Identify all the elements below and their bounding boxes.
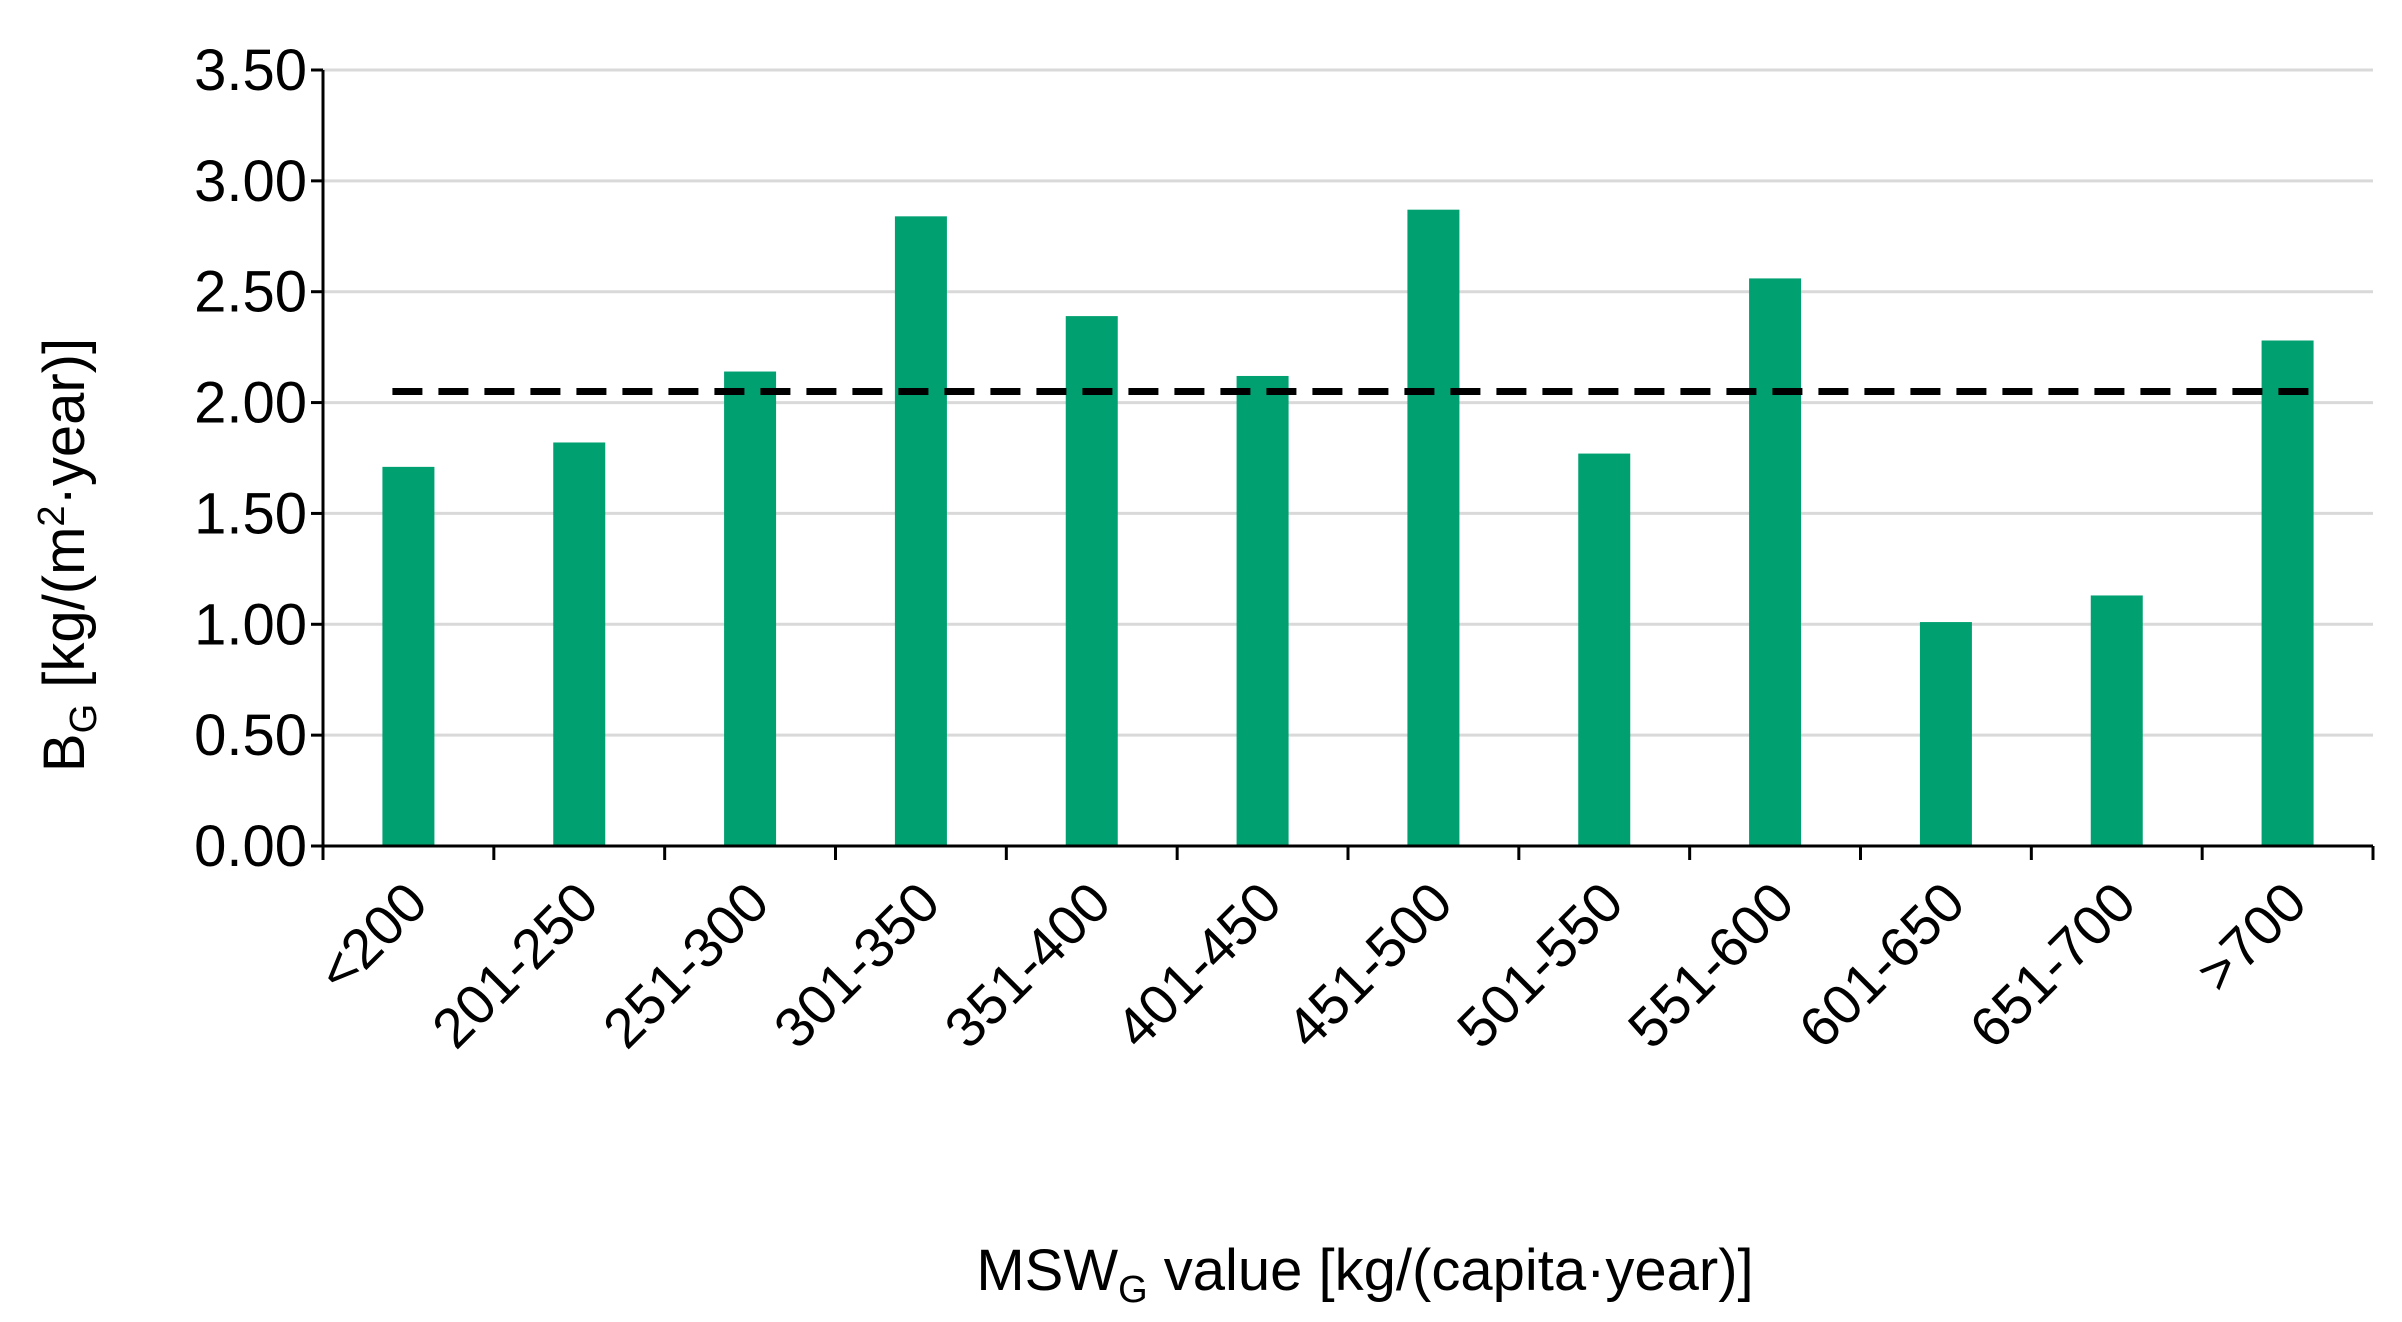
- x-axis-label-rest: value [kg/(capita·year)]: [1148, 1238, 1754, 1303]
- x-tick-label: 601-650: [1787, 870, 1977, 1060]
- x-tick-label: 201-250: [420, 870, 610, 1060]
- bar: [724, 371, 777, 846]
- y-tick-label: 3.00: [194, 149, 307, 214]
- bar: [894, 216, 947, 846]
- gridlines: [323, 68, 2373, 737]
- y-axis-label: BG [kg/(m2·year)]: [31, 338, 105, 772]
- bar: [1236, 375, 1289, 846]
- x-tick-label: 351-400: [932, 870, 1122, 1060]
- x-axis-label-sub: G: [1118, 1269, 1148, 1311]
- y-tick-label: 3.50: [194, 38, 307, 103]
- bar: [553, 442, 606, 846]
- x-axis-label: MSWG value [kg/(capita·year)]: [976, 1238, 1753, 1311]
- bar: [1065, 316, 1118, 846]
- y-axis-label-mid: [kg/(m: [32, 527, 97, 704]
- bar: [1407, 209, 1460, 846]
- x-tick-labels: <200201-250251-300301-350351-400401-4504…: [305, 870, 2318, 1060]
- x-tick-label: >700: [2184, 870, 2318, 1004]
- axes: [311, 68, 2375, 860]
- x-tick-label: 301-350: [762, 870, 952, 1060]
- x-tick-label: 401-450: [1103, 870, 1293, 1060]
- y-axis-label-sup: 2: [31, 505, 73, 526]
- x-tick-label: 551-600: [1616, 870, 1806, 1060]
- bar: [382, 466, 435, 846]
- y-axis-label-main: B: [32, 733, 97, 772]
- bar: [1578, 453, 1631, 846]
- y-tick-label: 1.00: [194, 592, 307, 657]
- bar: [2261, 340, 2314, 846]
- x-tick-label: <200: [305, 870, 439, 1004]
- x-tick-label: 251-300: [591, 870, 781, 1060]
- x-axis-label-main: MSW: [976, 1238, 1118, 1303]
- y-tick-label: 0.50: [194, 703, 307, 768]
- x-tick-label: 451-500: [1274, 870, 1464, 1060]
- y-axis-label-sub: G: [63, 704, 105, 734]
- bars: [382, 209, 2314, 846]
- bar: [1749, 278, 1802, 846]
- y-axis-label-rest: ·year)]: [32, 338, 97, 506]
- y-tick-label: 1.50: [194, 481, 307, 546]
- y-tick-label: 2.50: [194, 260, 307, 325]
- x-tick-label: 651-700: [1957, 870, 2147, 1060]
- y-tick-label: 2.00: [194, 371, 307, 436]
- y-tick-label: 0.00: [194, 814, 307, 879]
- x-tick-label: 501-550: [1445, 870, 1635, 1060]
- y-tick-labels: 0.00 0.50 1.00 1.50 2.00 2.50 3.00 3.50: [194, 38, 307, 879]
- bar: [2090, 595, 2143, 846]
- bar: [1919, 622, 1972, 846]
